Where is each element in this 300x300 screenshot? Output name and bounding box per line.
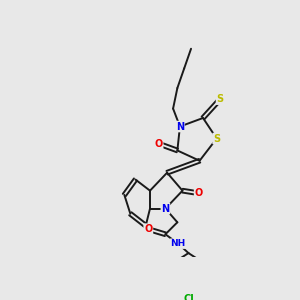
Text: O: O — [144, 224, 152, 234]
Text: N: N — [161, 204, 169, 214]
Text: NH: NH — [171, 239, 186, 248]
Text: S: S — [213, 134, 220, 143]
Text: Cl: Cl — [183, 294, 194, 300]
Text: O: O — [195, 188, 203, 198]
Text: N: N — [176, 122, 184, 131]
Text: S: S — [217, 94, 224, 104]
Text: O: O — [154, 139, 163, 148]
